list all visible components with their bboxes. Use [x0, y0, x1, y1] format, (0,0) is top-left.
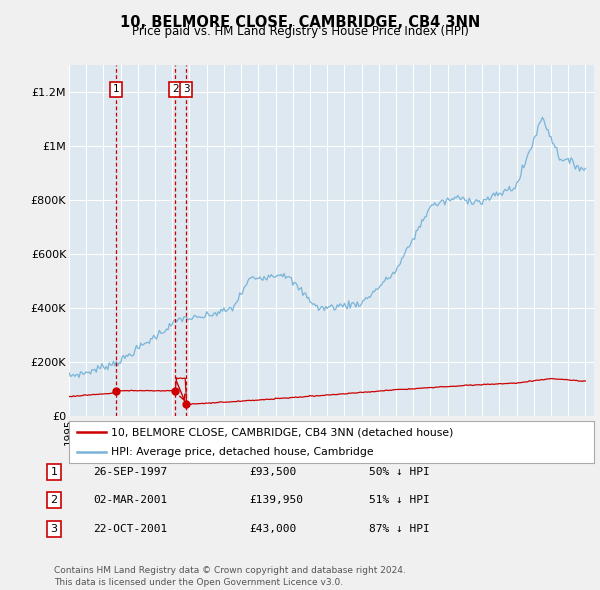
- Text: Price paid vs. HM Land Registry's House Price Index (HPI): Price paid vs. HM Land Registry's House …: [131, 25, 469, 38]
- Text: £93,500: £93,500: [249, 467, 296, 477]
- Text: 2: 2: [172, 84, 179, 94]
- Text: 10, BELMORE CLOSE, CAMBRIDGE, CB4 3NN (detached house): 10, BELMORE CLOSE, CAMBRIDGE, CB4 3NN (d…: [111, 427, 454, 437]
- Text: 51% ↓ HPI: 51% ↓ HPI: [369, 496, 430, 505]
- Text: 1: 1: [113, 84, 119, 94]
- Text: 50% ↓ HPI: 50% ↓ HPI: [369, 467, 430, 477]
- Text: 10, BELMORE CLOSE, CAMBRIDGE, CB4 3NN: 10, BELMORE CLOSE, CAMBRIDGE, CB4 3NN: [120, 15, 480, 30]
- Text: £43,000: £43,000: [249, 524, 296, 533]
- Text: 1: 1: [50, 467, 58, 477]
- Text: 26-SEP-1997: 26-SEP-1997: [93, 467, 167, 477]
- Text: HPI: Average price, detached house, Cambridge: HPI: Average price, detached house, Camb…: [111, 447, 374, 457]
- Text: 87% ↓ HPI: 87% ↓ HPI: [369, 524, 430, 533]
- Text: £139,950: £139,950: [249, 496, 303, 505]
- Text: 3: 3: [50, 524, 58, 533]
- Text: 02-MAR-2001: 02-MAR-2001: [93, 496, 167, 505]
- Text: 3: 3: [183, 84, 190, 94]
- Text: 22-OCT-2001: 22-OCT-2001: [93, 524, 167, 533]
- Text: Contains HM Land Registry data © Crown copyright and database right 2024.
This d: Contains HM Land Registry data © Crown c…: [54, 566, 406, 587]
- Text: 2: 2: [50, 496, 58, 505]
